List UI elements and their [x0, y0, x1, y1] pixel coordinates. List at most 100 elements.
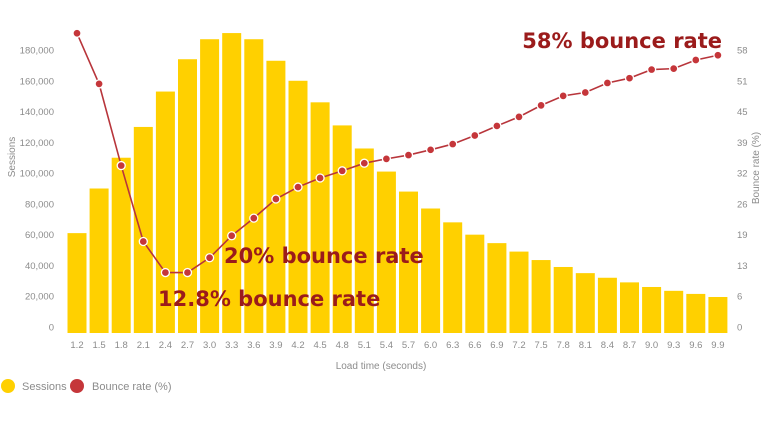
sessions-bar [244, 39, 264, 333]
x-tick-label: 2.7 [181, 340, 194, 351]
y2-tick-label: 19 [737, 230, 748, 241]
x-tick-label: 7.5 [534, 340, 547, 351]
x-tick-label: 6.9 [490, 340, 503, 351]
sessions-bar [354, 148, 374, 333]
sessions-bar [664, 290, 684, 333]
sessions-bars [67, 33, 728, 334]
bounce-rate-point [160, 267, 171, 278]
y-tick-label: 80,000 [25, 199, 54, 210]
annotations: 58% bounce rate 20% bounce rate 12.8% boun… [158, 29, 722, 311]
x-tick-label: 7.2 [512, 340, 525, 351]
sessions-bar [332, 125, 352, 334]
sessions-bar [178, 59, 197, 333]
x-tick-label: 3.9 [269, 340, 282, 351]
annotation-label: 58% bounce rate [522, 29, 722, 53]
x-tick-label: 4.5 [313, 340, 326, 351]
sessions-bar [620, 282, 639, 333]
y2-tick-label: 45 [737, 107, 748, 118]
legend-bounce-swatch [70, 379, 84, 393]
bounce-rate-point [94, 79, 104, 89]
legend-bounce-label: Bounce rate (%) [92, 381, 171, 393]
x-tick-label: 3.0 [203, 340, 216, 351]
sessions-bar [200, 39, 220, 333]
x-axis-title: Load time (seconds) [336, 361, 427, 372]
sessions-bar [310, 102, 330, 333]
x-tick-label: 8.1 [579, 340, 592, 351]
y-axis-right-ticks: 0 6 13 19 26 32 39 45 51 58 [737, 46, 748, 334]
bounce-rate-line [72, 28, 723, 278]
annotation-label: 20% bounce rate [224, 244, 424, 268]
x-tick-label: 6.3 [446, 340, 459, 351]
bounce-rate-point [669, 63, 679, 74]
y-axis-left-title: Sessions [7, 137, 18, 178]
x-tick-label: 1.2 [70, 340, 83, 351]
legend: Sessions Bounce rate (%) [1, 379, 171, 393]
bounce-rate-point [558, 91, 568, 101]
bounce-rate-point [470, 130, 480, 141]
bounce-rate-point [182, 267, 193, 278]
y-tick-label: 0 [49, 323, 54, 334]
x-tick-label: 1.5 [92, 340, 105, 351]
y2-tick-label: 13 [737, 261, 748, 272]
y-tick-label: 180,000 [20, 46, 54, 57]
bounce-rate-point [403, 150, 414, 160]
sessions-bar [376, 171, 396, 333]
y2-tick-label: 0 [737, 323, 742, 334]
x-tick-label: 7.8 [557, 340, 570, 351]
bounce-rate-point [536, 100, 546, 111]
bounce-rate-point [448, 139, 458, 149]
bounce-rate-point [514, 112, 524, 122]
x-tick-label: 5.7 [402, 340, 415, 351]
x-tick-label: 5.1 [358, 340, 371, 351]
y-tick-label: 140,000 [20, 107, 54, 118]
sessions-bar [288, 80, 308, 334]
bounce-rate-point [425, 145, 436, 155]
bounce-rate-point [691, 55, 701, 65]
sessions-bar [531, 260, 551, 333]
y2-tick-label: 6 [737, 292, 742, 303]
x-tick-label: 4.2 [291, 340, 304, 351]
y-tick-label: 120,000 [20, 138, 54, 149]
x-tick-label: 2.1 [137, 340, 150, 351]
y2-tick-label: 32 [737, 169, 748, 180]
x-tick-label: 9.3 [667, 340, 680, 351]
sessions-bar [421, 208, 441, 333]
bounce-rate-point [72, 28, 82, 38]
sessions-bar [487, 243, 507, 333]
x-tick-label: 3.3 [225, 340, 238, 351]
bounce-rate-point [359, 158, 369, 168]
bounce-rate-point [315, 173, 325, 183]
bounce-rate-point [227, 231, 237, 241]
y2-tick-label: 58 [737, 46, 748, 57]
sessions-bar [111, 157, 131, 333]
sessions-bar [443, 222, 463, 333]
bounce-rate-point [381, 154, 392, 164]
sessions-bar [642, 286, 662, 333]
sessions-bar [399, 191, 418, 333]
bounce-rate-point [293, 182, 303, 192]
sessions-bar [133, 126, 153, 333]
sessions-bar [222, 33, 242, 333]
bounce-rate-point [271, 194, 281, 204]
sessions-bar [89, 188, 109, 333]
y-tick-label: 60,000 [25, 230, 54, 241]
x-tick-label: 9.9 [711, 340, 724, 351]
bounce-rate-point [624, 73, 635, 83]
sessions-bar [509, 251, 529, 333]
bounce-rate-point [602, 78, 613, 88]
sessions-bar [686, 293, 706, 333]
x-tick-label: 4.8 [336, 340, 349, 351]
y2-tick-label: 39 [737, 138, 748, 149]
sessions-bar [597, 277, 617, 333]
y-tick-label: 20,000 [25, 292, 54, 303]
x-tick-label: 6.0 [424, 340, 437, 351]
sessions-bar [575, 273, 595, 333]
x-tick-label: 1.8 [115, 340, 128, 351]
annotation-label: 12.8% bounce rate [158, 287, 380, 311]
bounce-rate-point [204, 253, 215, 263]
y-axis-left-ticks: 0 20,000 40,000 60,000 80,000 100,000 120,000 1… [20, 46, 54, 334]
x-tick-label: 6.6 [468, 340, 481, 351]
x-tick-label: 8.7 [623, 340, 636, 351]
x-tick-label: 9.6 [689, 340, 702, 351]
